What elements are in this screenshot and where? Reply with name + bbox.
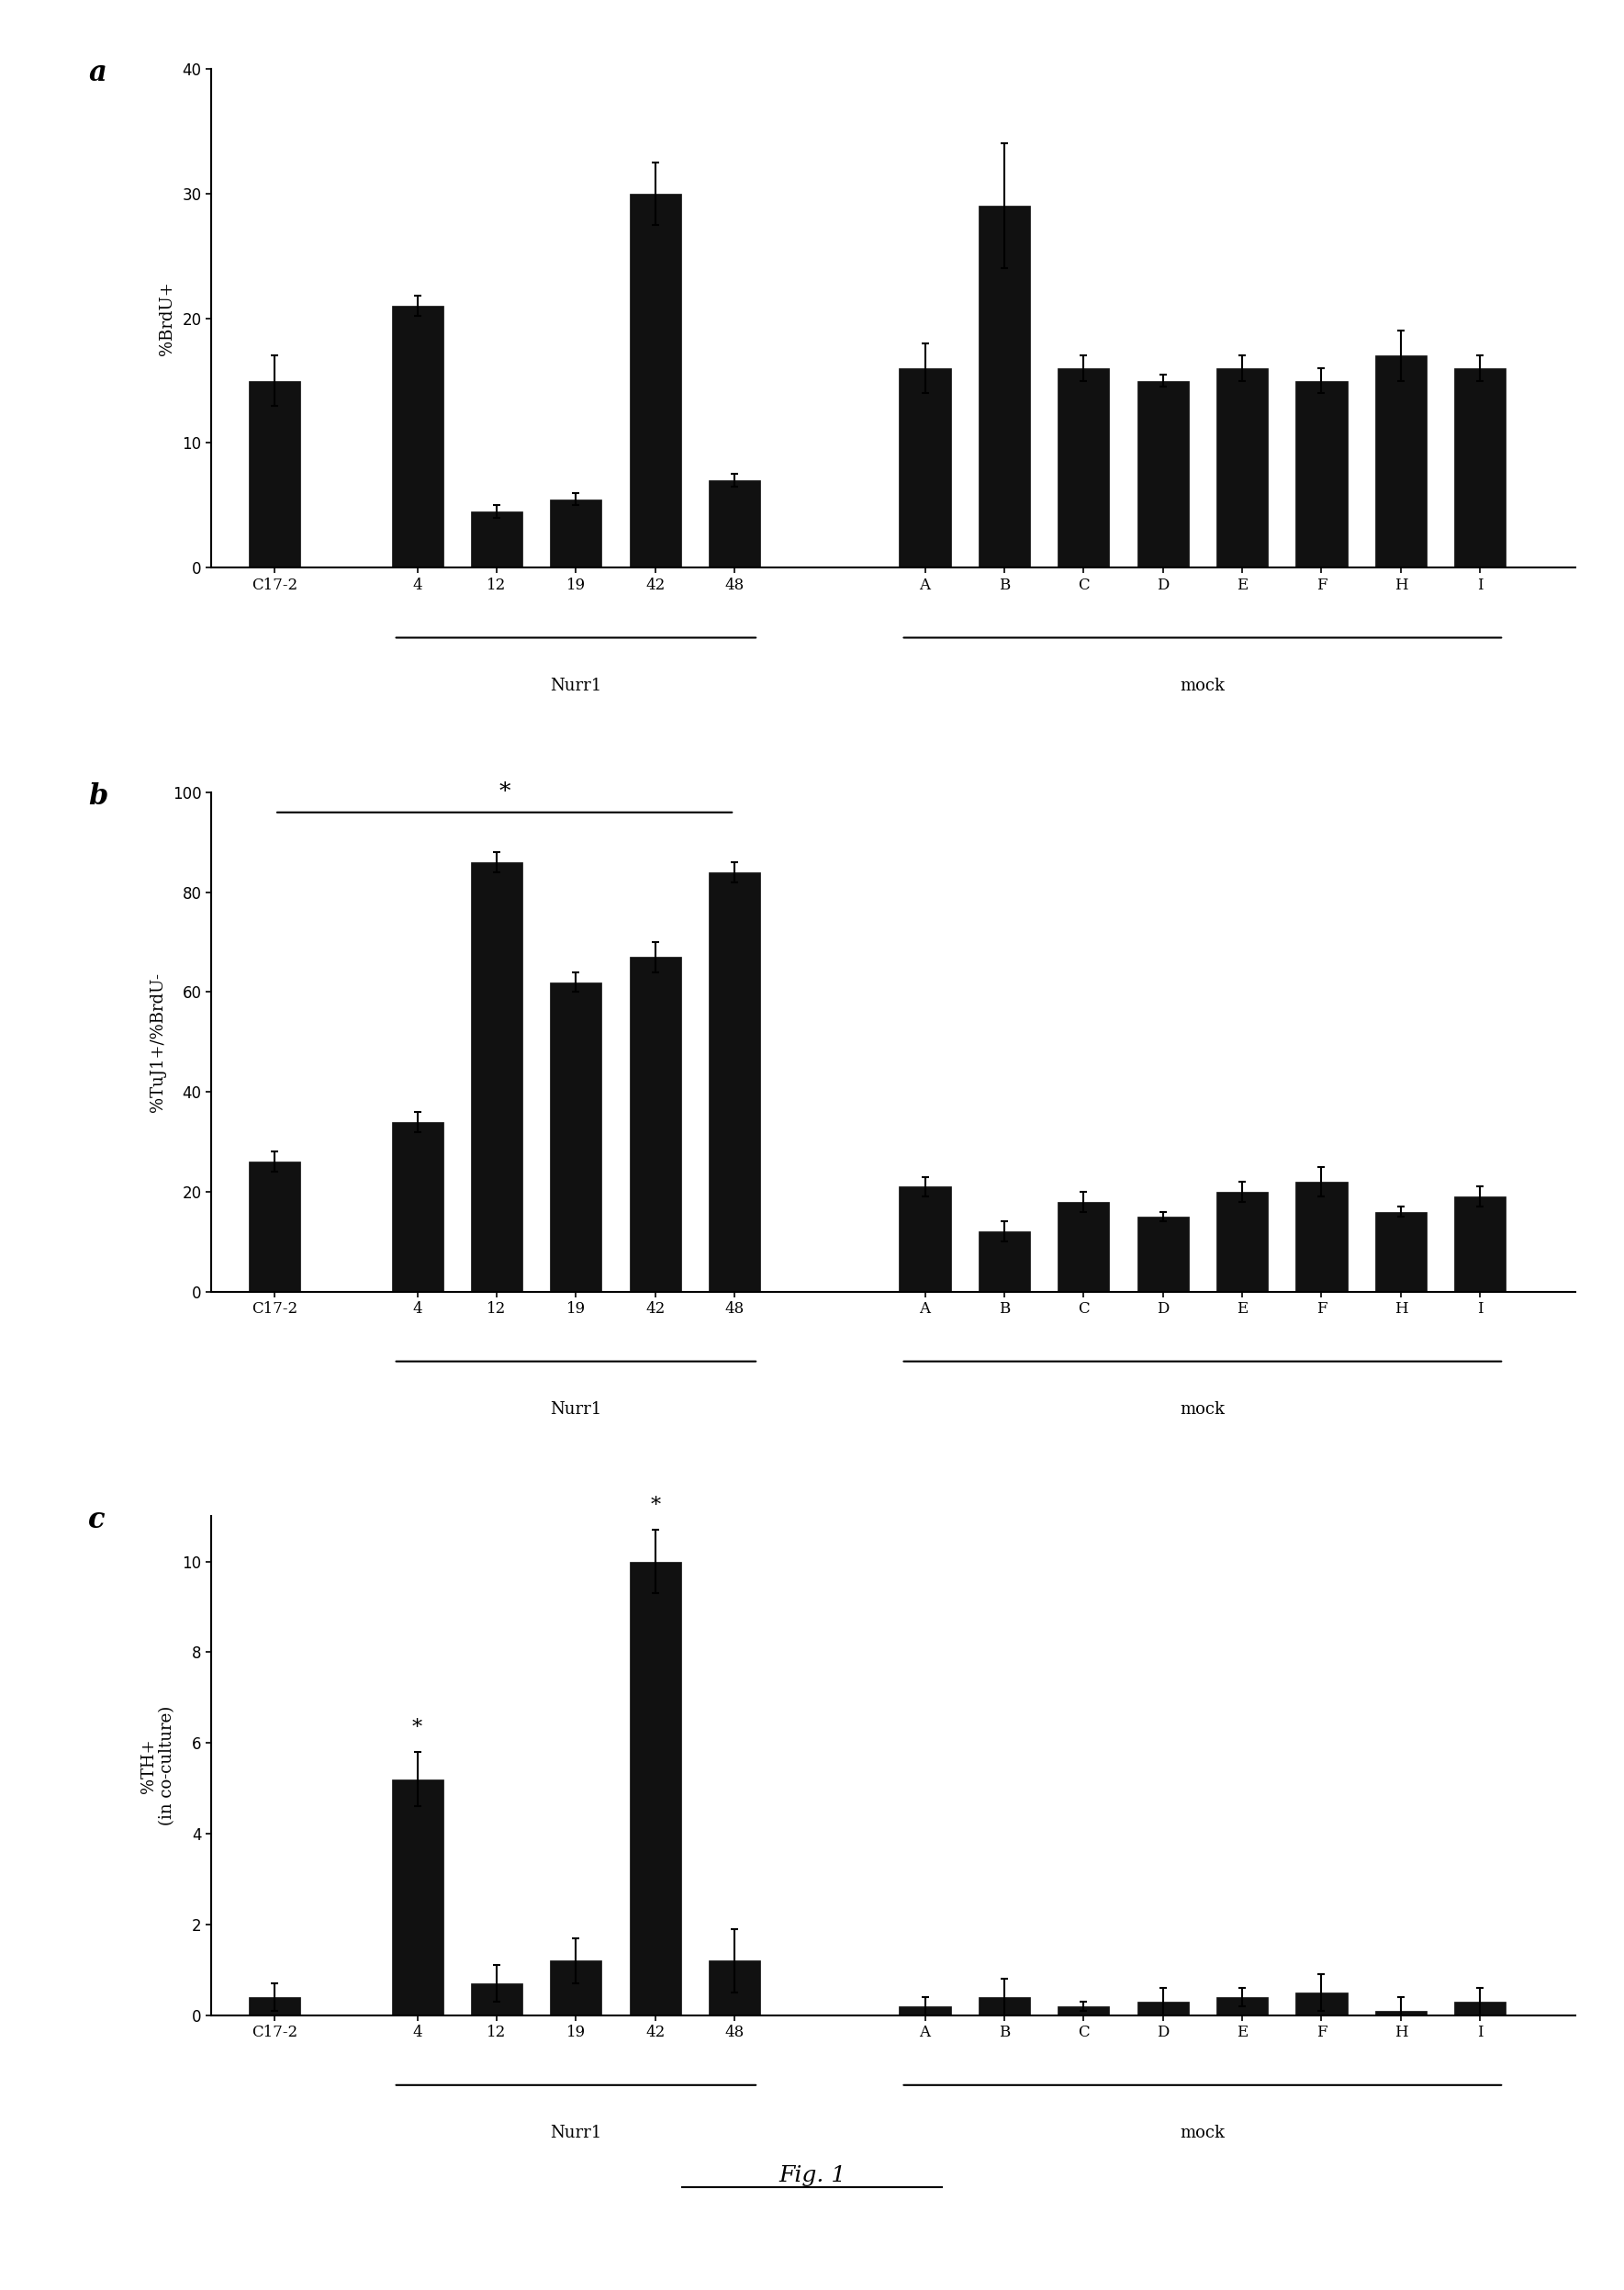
Bar [471,511,523,568]
Text: c: c [88,1507,106,1534]
Text: *: * [412,1718,422,1738]
Bar [978,1997,1030,2015]
Bar [1137,1216,1189,1292]
Bar [900,369,950,568]
Bar [391,1122,443,1292]
Text: *: * [650,1495,661,1516]
Bar [471,1983,523,2015]
Bar [900,1186,950,1292]
Y-axis label: %TuJ1+/%BrdU-: %TuJ1+/%BrdU- [149,973,166,1111]
Bar [708,872,760,1292]
Bar [1455,2001,1505,2015]
Bar [630,192,680,568]
Bar [1216,369,1268,568]
Bar [900,2006,950,2015]
Text: mock: mock [1181,2125,1224,2141]
Bar [1057,2006,1109,2015]
Bar [1455,369,1505,568]
Text: Nurr1: Nurr1 [551,1401,603,1418]
Bar [551,499,603,568]
Y-axis label: %TH+
(in co-culture): %TH+ (in co-culture) [140,1706,175,1825]
Text: a: a [88,60,107,87]
Bar [1216,1997,1268,2015]
Bar [1296,1182,1348,1292]
Bar [248,1161,300,1292]
Bar [551,982,603,1292]
Text: mock: mock [1181,678,1224,694]
Text: Fig. 1: Fig. 1 [778,2164,846,2187]
Bar [248,380,300,568]
Bar [248,1997,300,2015]
Bar [471,863,523,1292]
Bar [1137,2001,1189,2015]
Bar [1057,369,1109,568]
Bar [978,1232,1030,1292]
Bar [1455,1198,1505,1292]
Text: mock: mock [1181,1401,1224,1418]
Bar [630,1562,680,2015]
Bar [1137,380,1189,568]
Bar [630,957,680,1292]
Bar [391,1779,443,2015]
Bar [551,1960,603,2015]
Bar [1057,1202,1109,1292]
Text: *: * [499,781,510,802]
Text: Nurr1: Nurr1 [551,2125,603,2141]
Bar [1376,2011,1426,2015]
Bar [1376,355,1426,568]
Bar [1296,1992,1348,2015]
Bar [708,1960,760,2015]
Text: b: b [88,783,107,811]
Text: Nurr1: Nurr1 [551,678,603,694]
Bar [391,307,443,568]
Y-axis label: %BrdU+: %BrdU+ [159,282,175,355]
Bar [1216,1191,1268,1292]
Bar [1376,1211,1426,1292]
Bar [1296,380,1348,568]
Bar [978,206,1030,568]
Bar [708,481,760,568]
